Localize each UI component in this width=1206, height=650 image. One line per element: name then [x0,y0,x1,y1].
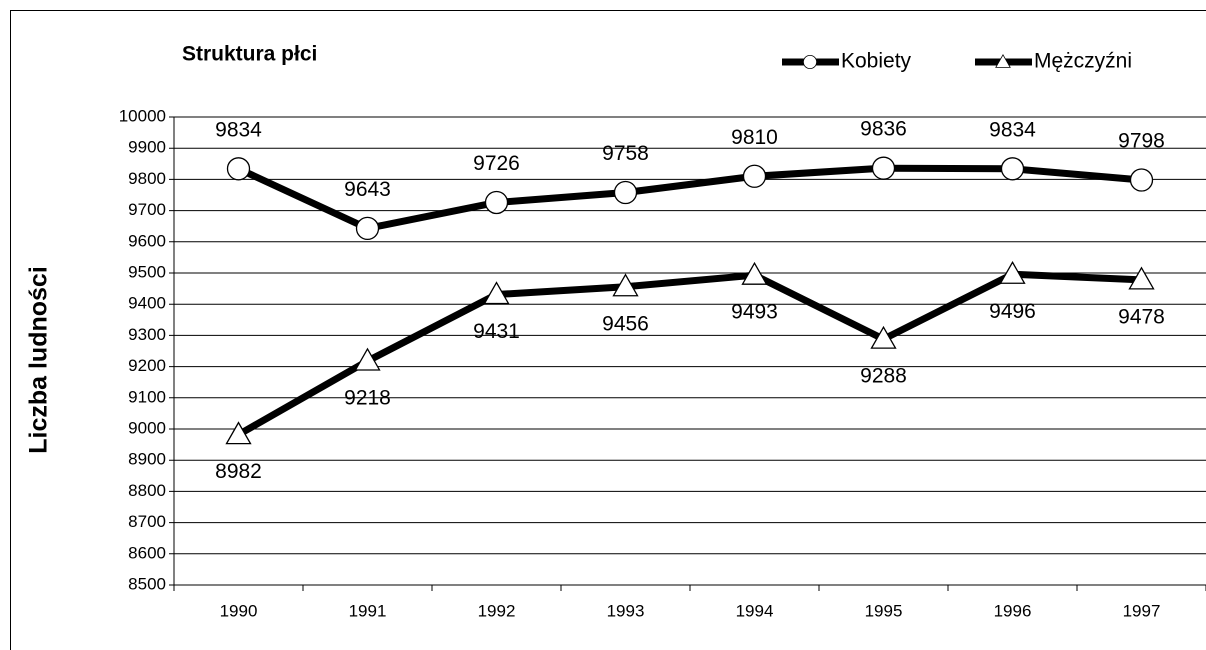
marker [1129,168,1154,192]
data-label: 9218 [344,387,391,410]
x-tick-label: 1995 [865,601,903,620]
data-label: 9726 [473,152,520,175]
y-tick-label: 9600 [128,231,166,250]
marker [870,325,897,349]
y-tick-label: 8700 [128,512,166,531]
y-tick-label: 9900 [128,138,166,157]
marker [355,216,380,241]
y-tick-label: 9500 [128,262,166,281]
y-tick-label: 8600 [128,543,166,562]
marker [999,260,1026,284]
legend-label: Kobiety [841,50,912,73]
data-label: 9643 [344,178,391,201]
data-label: 9456 [602,312,649,335]
marker [483,281,510,305]
x-tick-label: 1990 [220,601,258,620]
series-line [237,164,1142,232]
marker [1000,157,1025,181]
data-label: 9288 [860,365,907,388]
y-tick-label: 9200 [128,356,166,375]
legend-label: Mężczyźni [1034,50,1132,73]
x-tick-label: 1997 [1123,601,1161,620]
marker [1128,266,1155,290]
marker [871,156,896,180]
data-label: 9834 [215,118,262,141]
data-label: 9834 [989,118,1036,141]
x-tick-label: 1996 [994,601,1032,620]
data-label: 9758 [602,142,649,165]
data-label: 8982 [215,460,262,483]
y-tick-label: 9400 [128,294,166,313]
marker [226,157,251,181]
legend-marker [803,55,817,69]
y-tick-label: 9800 [128,169,166,188]
y-axis-label: Liczba ludności [25,266,53,454]
data-label: 9798 [1118,130,1165,153]
legend-marker [995,54,1011,68]
data-label: 9836 [860,118,907,141]
marker [225,421,252,445]
chart-frame [10,10,1206,650]
y-tick-label: 9300 [128,325,166,344]
data-label: 9478 [1118,305,1165,328]
marker [354,347,381,371]
y-tick-label: 10000 [119,106,166,125]
y-tick-label: 9100 [128,387,166,406]
series-line [236,270,1142,438]
x-tick-label: 1991 [349,601,387,620]
y-tick-label: 8800 [128,481,166,500]
marker [613,180,638,205]
marker [742,164,767,188]
y-tick-label: 9700 [128,200,166,219]
y-tick-label: 8500 [128,574,166,593]
x-tick-label: 1992 [478,601,516,620]
data-label: 9496 [989,300,1036,323]
data-label: 9810 [731,126,778,149]
marker [612,273,639,297]
x-tick-label: 1993 [607,601,645,620]
data-label: 9431 [473,320,520,343]
marker [741,261,768,285]
chart-title: Struktura płci [182,43,317,66]
marker [484,190,509,215]
y-tick-label: 8900 [128,450,166,469]
y-tick-label: 9000 [128,418,166,437]
data-label: 9493 [731,301,778,324]
x-tick-label: 1994 [736,601,774,620]
